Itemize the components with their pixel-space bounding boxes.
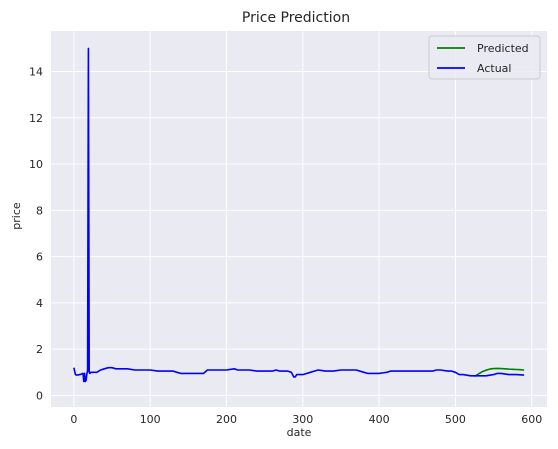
x-tick-label: 100 [140,413,161,426]
series-line-predicted [474,367,525,378]
x-tick-label: 300 [292,413,313,426]
y-tick-label: 10 [29,158,43,171]
x-tick-label: 200 [216,413,237,426]
y-tick-label: 12 [29,112,43,125]
y-tick-label: 14 [29,65,43,78]
x-tick-label: 500 [445,413,466,426]
series-layer [73,47,525,383]
plot-area [51,31,547,407]
y-tick-label: 0 [36,389,43,402]
y-tick-label: 2 [36,343,43,356]
y-tick-label: 6 [36,251,43,264]
chart-title: Price Prediction [242,10,350,26]
series-line-actual [73,47,525,383]
legend: Predicted Actual [428,35,541,80]
y-tick-labels: 0 2 4 6 8 10 12 14 [29,65,43,402]
x-tick-label: 600 [521,413,542,426]
legend-label-actual: Actual [477,62,511,75]
y-axis-label: price [10,202,23,230]
x-tick-labels: 0 100 200 300 400 500 600 [70,413,542,426]
y-tick-label: 8 [36,204,43,217]
y-tick-label: 4 [36,297,43,310]
x-axis-label: date [287,426,312,439]
legend-label-predicted: Predicted [477,42,529,55]
x-tick-label: 400 [369,413,390,426]
grid-lines [51,31,547,407]
x-tick-label: 0 [70,413,77,426]
